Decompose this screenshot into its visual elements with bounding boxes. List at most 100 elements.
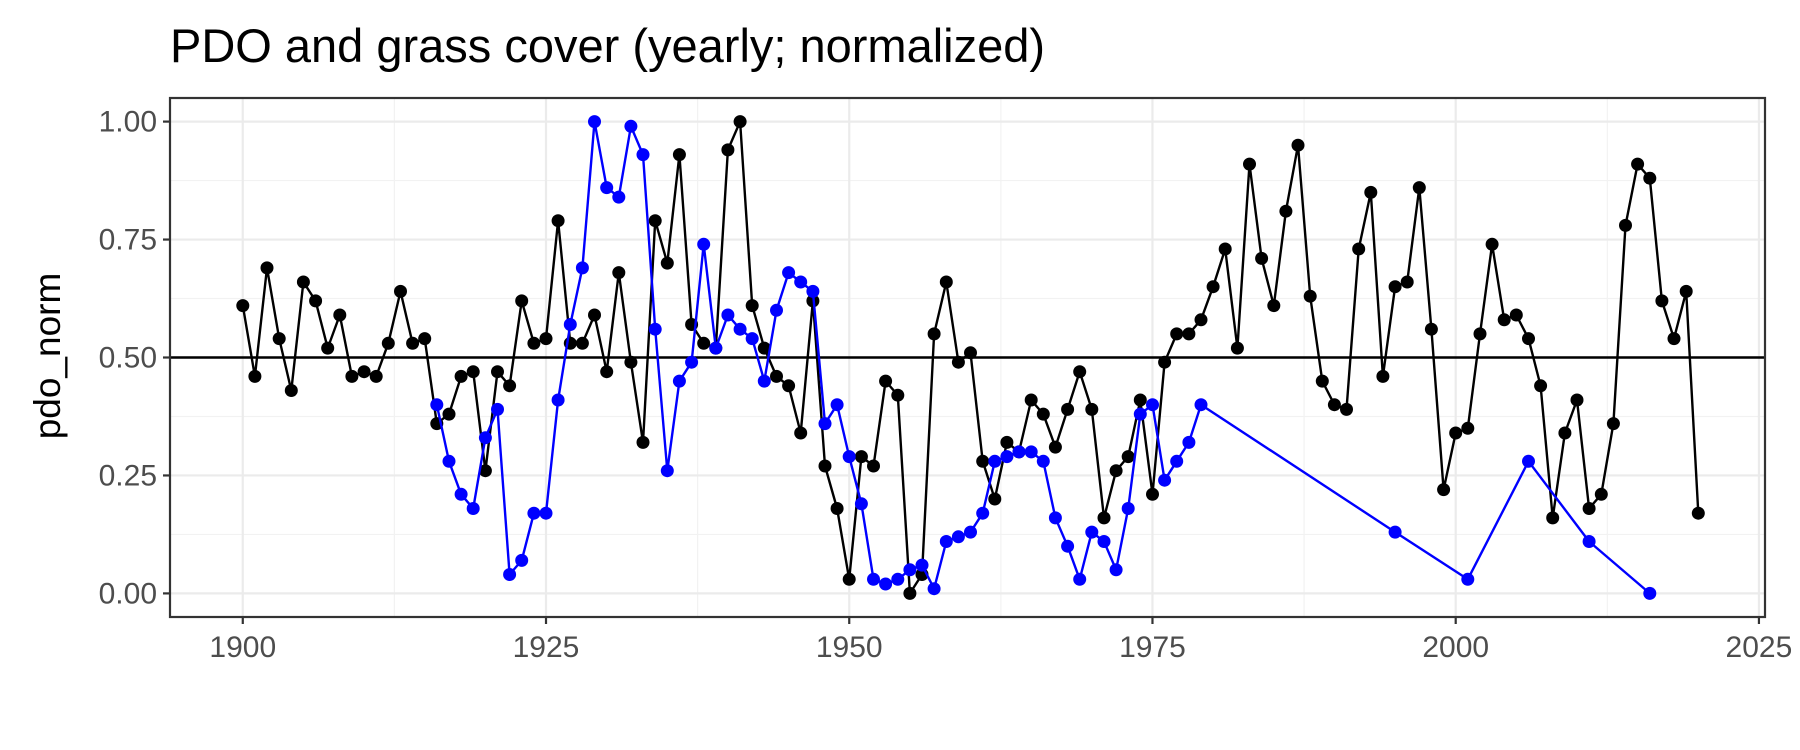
x-tick-label: 2000	[1422, 631, 1489, 664]
series-1-point	[1412, 181, 1426, 195]
series-1-point	[1691, 506, 1705, 520]
series-1-point	[757, 341, 771, 355]
x-tick-label: 1975	[1119, 631, 1186, 664]
series-2-point	[782, 266, 796, 280]
series-2-point	[709, 341, 723, 355]
series-1-point	[1388, 280, 1402, 294]
series-2-point	[1109, 563, 1123, 577]
series-1-point	[1024, 393, 1038, 407]
series-1-point	[418, 332, 432, 346]
series-1-point	[830, 502, 844, 515]
series-2-point	[672, 374, 686, 388]
series-1-point	[1473, 327, 1487, 341]
series-1-point	[1206, 280, 1220, 294]
series-1-point	[697, 336, 711, 350]
series-2-point	[818, 417, 832, 431]
series-1-point	[1509, 308, 1523, 322]
series-2-point	[1024, 445, 1038, 459]
series-1-point	[1606, 417, 1620, 431]
series-1-point	[854, 450, 868, 464]
series-2-point	[430, 398, 444, 412]
series-1-point	[1073, 365, 1087, 379]
series-1-point	[891, 388, 905, 402]
series-1-point	[988, 492, 1002, 506]
series-1-point	[867, 459, 880, 473]
series-2-point	[1461, 572, 1475, 586]
series-1-point	[951, 355, 965, 369]
series-2-point	[806, 284, 820, 298]
series-2-point	[697, 237, 711, 251]
series-1-point	[551, 214, 565, 228]
series-1-point	[357, 365, 371, 379]
series-2-point	[891, 572, 905, 586]
series-1-point	[1376, 369, 1390, 383]
series-1-point	[1631, 157, 1645, 171]
series-1-point	[296, 275, 310, 289]
series-2-point	[636, 148, 650, 162]
series-1-point	[1230, 341, 1244, 355]
series-2-point	[1048, 511, 1062, 525]
series-1-point	[1437, 483, 1451, 497]
series-1-point	[309, 294, 323, 308]
series-1-point	[782, 379, 796, 393]
series-2-point	[1036, 454, 1050, 468]
x-tick-label: 1925	[513, 631, 580, 664]
series-1-point	[1315, 374, 1329, 388]
series-1-point	[672, 148, 686, 162]
series-1-point	[527, 336, 541, 350]
series-1-point	[1582, 502, 1596, 515]
series-1-point	[1097, 511, 1111, 525]
series-1-point	[1400, 275, 1414, 289]
series-1-point	[733, 115, 747, 129]
series-1-point	[1570, 393, 1584, 407]
series-1-point	[1170, 327, 1184, 341]
series-2-point	[624, 119, 638, 133]
series-2-point	[527, 506, 541, 520]
series-2-point	[854, 497, 868, 511]
series-1-point	[1158, 355, 1172, 369]
series-1-point	[879, 374, 893, 388]
series-1-point	[600, 365, 614, 379]
series-2-point	[879, 577, 893, 591]
series-2-point	[842, 450, 856, 464]
series-1-point	[612, 266, 626, 280]
series-2-point	[600, 181, 614, 195]
series-1-point	[478, 464, 492, 478]
series-1-point	[1267, 299, 1281, 313]
series-1-point	[939, 275, 953, 289]
series-2-point	[939, 535, 953, 548]
x-axis: 1900 1925 1950 1975 2000 2025	[209, 617, 1792, 664]
series-1-point	[394, 284, 407, 298]
series-1-point	[818, 459, 832, 473]
y-axis-title: pdo_norm	[27, 273, 68, 440]
series-2-point	[1170, 454, 1184, 468]
series-1-point	[964, 346, 977, 360]
series-2-point	[515, 553, 529, 567]
series-1-point	[976, 454, 990, 468]
series-1-point	[236, 299, 250, 313]
series-1-point	[1327, 398, 1341, 412]
series-1-point	[284, 384, 298, 397]
series-2-point	[1097, 535, 1111, 548]
series-2-point	[1012, 445, 1026, 459]
series-1-point	[903, 586, 917, 600]
y-tick-label: 0.50	[99, 342, 157, 375]
series-2-point	[915, 558, 929, 572]
series-2-point	[1582, 535, 1596, 548]
series-1-point	[248, 369, 262, 383]
series-2-point	[867, 572, 880, 586]
series-1-point	[333, 308, 347, 322]
series-2-point	[830, 398, 844, 412]
series-1-point	[1364, 185, 1378, 199]
series-2-point	[648, 322, 662, 336]
series-1-point	[1291, 138, 1305, 152]
series-2-point	[794, 275, 808, 289]
series-2-point	[1133, 407, 1147, 421]
series-1-point	[770, 369, 783, 383]
series-1-point	[260, 261, 274, 275]
series-2-point	[1000, 450, 1014, 464]
series-1-point	[1485, 237, 1499, 251]
series-2-point	[539, 506, 553, 520]
series-2-point	[1085, 525, 1099, 539]
